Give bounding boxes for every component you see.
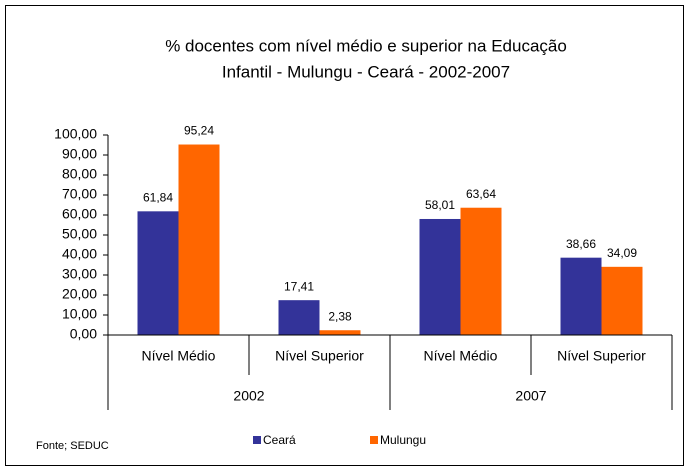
- y-tick-label: 40,00: [62, 246, 97, 262]
- bar: [560, 257, 602, 335]
- bar: [419, 218, 461, 335]
- y-tick-label: 10,00: [62, 306, 97, 322]
- x-tick-label: Nível Médio: [424, 348, 498, 364]
- group-label: 2002: [233, 388, 264, 404]
- y-tick-label: 30,00: [62, 266, 97, 282]
- x-tick-label: Nível Médio: [142, 348, 216, 364]
- y-tick-label: 100,00: [54, 126, 97, 142]
- bar: [460, 207, 502, 335]
- source: Fonte; SEDUC: [36, 440, 109, 452]
- chart-border: [5, 5, 684, 466]
- x-tick-label: Nível Superior: [557, 348, 646, 364]
- legend-swatch: [370, 436, 378, 444]
- bar: [178, 144, 220, 335]
- value-label: 38,66: [566, 237, 596, 251]
- bar: [601, 266, 643, 335]
- y-tick-label: 20,00: [62, 286, 97, 302]
- bar: [137, 211, 179, 335]
- value-label: 63,64: [466, 187, 496, 201]
- value-label: 2,38: [328, 309, 352, 323]
- x-tick-label: Nível Superior: [275, 348, 364, 364]
- value-label: 58,01: [425, 198, 455, 212]
- chart-title: Infantil - Mulungu - Ceará - 2002-2007: [222, 62, 510, 81]
- legend-label: Ceará: [263, 433, 296, 447]
- value-label: 34,09: [607, 246, 637, 260]
- y-tick-label: 60,00: [62, 206, 97, 222]
- chart-title: % docentes com nível médio e superior na…: [165, 36, 567, 55]
- bar: [278, 300, 320, 335]
- y-tick-label: 0,00: [70, 326, 97, 342]
- y-tick-label: 90,00: [62, 146, 97, 162]
- legend-label: Mulungu: [380, 433, 426, 447]
- y-tick-label: 50,00: [62, 226, 97, 242]
- y-tick-label: 80,00: [62, 166, 97, 182]
- value-label: 95,24: [184, 124, 214, 138]
- group-label: 2007: [515, 388, 546, 404]
- value-label: 61,84: [143, 190, 173, 204]
- value-label: 17,41: [284, 279, 314, 293]
- bar: [319, 330, 361, 335]
- y-tick-label: 70,00: [62, 186, 97, 202]
- legend-swatch: [253, 436, 261, 444]
